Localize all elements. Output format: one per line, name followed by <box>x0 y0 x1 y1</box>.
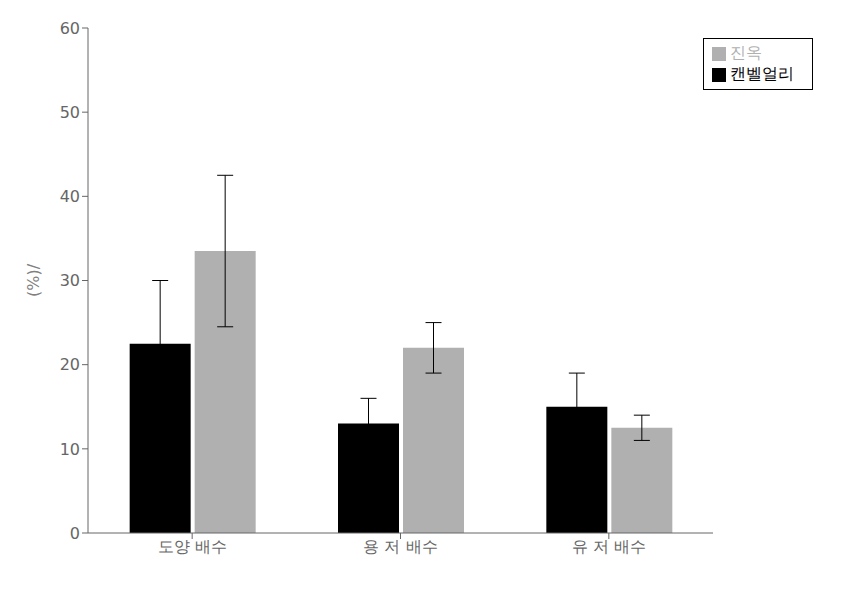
svg-text:20: 20 <box>60 355 80 374</box>
svg-text:(%)/: (%)/ <box>24 263 43 297</box>
svg-text:40: 40 <box>60 187 80 206</box>
svg-text:0: 0 <box>70 524 80 543</box>
svg-text:50: 50 <box>60 103 80 122</box>
svg-text:10: 10 <box>60 440 80 459</box>
svg-text:60: 60 <box>60 19 80 38</box>
svg-text:도양 배수: 도양 배수 <box>158 537 227 556</box>
svg-text:용 저 배수: 용 저 배수 <box>363 537 437 556</box>
html-text:진옥: 진옥 <box>730 43 762 62</box>
svg-text:30: 30 <box>60 271 80 290</box>
svg-text:유 저 배수: 유 저 배수 <box>572 537 646 556</box>
html-text:캔벨얼리: 캔벨얼리 <box>730 64 794 83</box>
